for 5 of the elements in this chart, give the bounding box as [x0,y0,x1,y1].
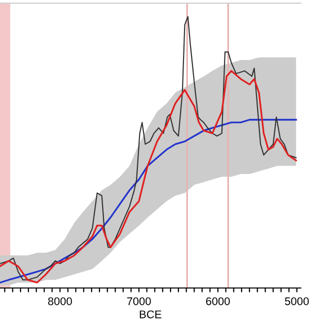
x-tick-label: 7000 [127,297,151,306]
x-tick-label: 8000 [48,297,72,306]
x-tick-label: 6000 [206,297,230,306]
x-axis-title: BCE [140,310,162,318]
x-tick-label: 5000 [284,297,309,306]
